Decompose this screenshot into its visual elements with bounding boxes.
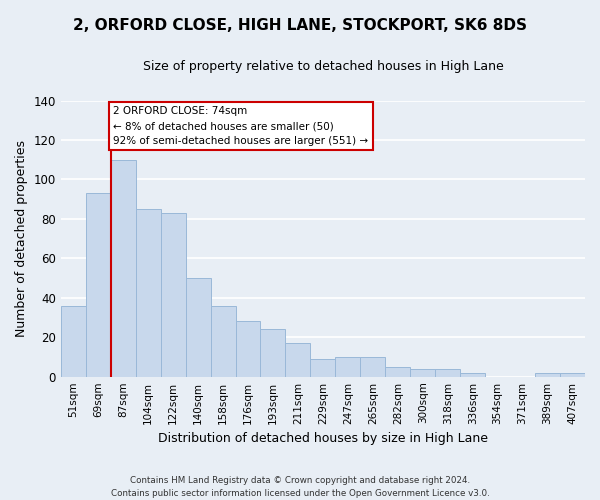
Bar: [361, 357, 385, 376]
Y-axis label: Number of detached properties: Number of detached properties: [15, 140, 28, 337]
Text: 2, ORFORD CLOSE, HIGH LANE, STOCKPORT, SK6 8DS: 2, ORFORD CLOSE, HIGH LANE, STOCKPORT, S…: [73, 18, 527, 32]
Bar: [111, 160, 136, 376]
Bar: [335, 357, 361, 376]
Bar: [136, 209, 161, 376]
Bar: [535, 372, 560, 376]
X-axis label: Distribution of detached houses by size in High Lane: Distribution of detached houses by size …: [158, 432, 488, 445]
Bar: [310, 359, 335, 376]
Bar: [410, 369, 435, 376]
Bar: [61, 306, 86, 376]
Bar: [86, 194, 111, 376]
Bar: [185, 278, 211, 376]
Bar: [560, 372, 585, 376]
Bar: [460, 372, 485, 376]
Bar: [211, 306, 236, 376]
Bar: [435, 369, 460, 376]
Text: 2 ORFORD CLOSE: 74sqm
← 8% of detached houses are smaller (50)
92% of semi-detac: 2 ORFORD CLOSE: 74sqm ← 8% of detached h…: [113, 106, 368, 146]
Bar: [260, 330, 286, 376]
Bar: [385, 367, 410, 376]
Bar: [161, 213, 185, 376]
Title: Size of property relative to detached houses in High Lane: Size of property relative to detached ho…: [143, 60, 503, 73]
Text: Contains HM Land Registry data © Crown copyright and database right 2024.
Contai: Contains HM Land Registry data © Crown c…: [110, 476, 490, 498]
Bar: [286, 343, 310, 376]
Bar: [236, 322, 260, 376]
